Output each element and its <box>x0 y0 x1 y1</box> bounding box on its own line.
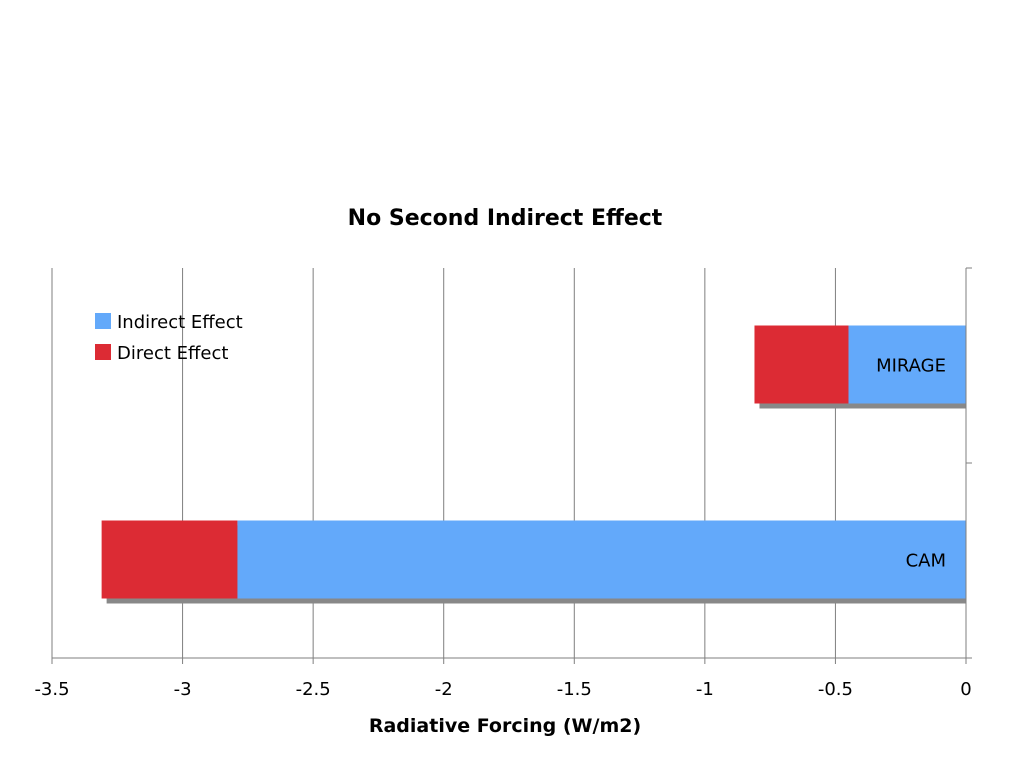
chart-title: No Second Indirect Effect <box>348 206 663 231</box>
legend-label: Indirect Effect <box>117 312 243 333</box>
bar-segment <box>101 520 238 599</box>
x-axis-label: Radiative Forcing (W/m2) <box>369 715 641 737</box>
bar-segment <box>848 325 966 404</box>
legend: Indirect Effect Direct Effect <box>95 312 243 364</box>
x-tick-label: 0 <box>960 679 971 700</box>
bars: MIRAGE CAM <box>101 325 967 604</box>
x-tick-label: -2 <box>435 679 453 700</box>
legend-swatch <box>95 313 111 329</box>
x-tick-label: -0.5 <box>818 679 853 700</box>
category-label: MIRAGE <box>876 356 946 377</box>
x-tick-label: -1.5 <box>557 679 592 700</box>
category-label: CAM <box>906 551 946 572</box>
x-tick-label: -2.5 <box>296 679 331 700</box>
bar-segment <box>754 325 849 404</box>
x-tick-label: -3 <box>174 679 192 700</box>
x-tick-label: -1 <box>696 679 714 700</box>
x-tick-label: -3.5 <box>34 679 69 700</box>
legend-label: Direct Effect <box>117 343 228 364</box>
axes: -3.5 -3 -2.5 -2 -1.5 -1 -0.5 0 <box>34 267 972 700</box>
legend-swatch <box>95 344 111 360</box>
bar-segment <box>237 520 966 599</box>
